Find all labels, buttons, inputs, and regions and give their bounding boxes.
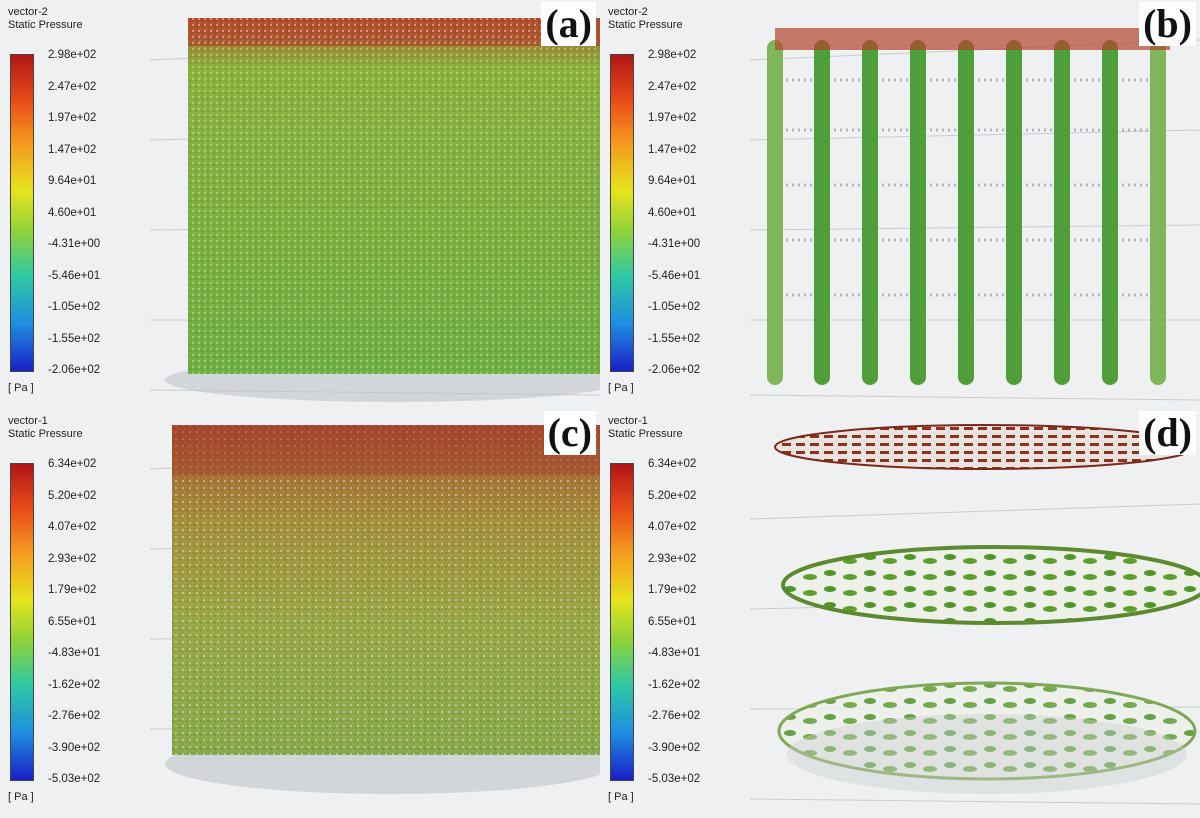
flow-column bbox=[767, 40, 783, 385]
flow-columns bbox=[767, 40, 1166, 385]
legend-tick: 5.20e+02 bbox=[48, 489, 97, 502]
panel-a: vector-2 Static Pressure 2.98e+02 2.47e+… bbox=[0, 0, 600, 409]
legend-tick: 2.47e+02 bbox=[48, 80, 97, 93]
legend-title: vector-1 bbox=[8, 415, 48, 427]
flow-column bbox=[862, 40, 878, 385]
colorbar-legend: vector-2 Static Pressure 2.98e+02 2.47e+… bbox=[608, 6, 758, 406]
legend-tick: -1.55e+02 bbox=[48, 332, 101, 345]
legend-tick: 1.97e+02 bbox=[48, 112, 97, 124]
legend-tick: 6.34e+02 bbox=[648, 458, 697, 470]
legend-tick: -4.31e+00 bbox=[48, 238, 101, 250]
flow-column bbox=[1054, 40, 1070, 385]
bottom-disc bbox=[777, 681, 1197, 781]
legend-tick: -3.90e+02 bbox=[48, 741, 101, 754]
legend-tick: 4.60e+01 bbox=[648, 206, 697, 219]
legend-tick: -4.31e+00 bbox=[648, 238, 701, 250]
flow-column bbox=[1102, 40, 1118, 385]
legend-tick: -5.03e+02 bbox=[648, 773, 701, 785]
legend-tick: 9.64e+01 bbox=[648, 175, 697, 187]
legend-tick: 6.55e+01 bbox=[648, 615, 697, 628]
legend-title: vector-2 bbox=[608, 6, 648, 18]
legend-tick: 2.98e+02 bbox=[648, 49, 697, 61]
columns-flow-scene bbox=[749, 28, 1200, 401]
flow-column bbox=[1150, 40, 1166, 385]
legend-tick: -1.05e+02 bbox=[48, 301, 101, 313]
colorbar-legend: vector-1 Static Pressure 6.34e+02 5.20e+… bbox=[8, 415, 158, 815]
color-scale-bar bbox=[610, 463, 634, 781]
legend-tick: 1.79e+02 bbox=[648, 584, 697, 596]
flow-column bbox=[958, 40, 974, 385]
legend-tick: -1.55e+02 bbox=[648, 332, 701, 345]
legend-tick: -2.06e+02 bbox=[48, 364, 101, 376]
legend-tick: 1.47e+02 bbox=[48, 143, 97, 156]
legend-tick: 1.79e+02 bbox=[48, 584, 97, 596]
panel-b: vector-2 Static Pressure 2.98e+02 2.47e+… bbox=[600, 0, 1200, 409]
legend-tick: 2.98e+02 bbox=[48, 49, 97, 61]
legend-tick: -2.06e+02 bbox=[648, 364, 701, 376]
legend-tick: 9.64e+01 bbox=[48, 175, 97, 187]
legend-tick: -2.76e+02 bbox=[648, 710, 701, 722]
legend-tick: 4.60e+01 bbox=[48, 206, 97, 219]
legend-tick: -4.83e+01 bbox=[648, 647, 701, 659]
colorbar-legend: vector-2 Static Pressure 2.98e+02 2.47e+… bbox=[8, 6, 158, 406]
legend-quantity: Static Pressure bbox=[608, 19, 683, 31]
panel-label: (b) bbox=[1139, 2, 1196, 46]
cylinder-flow-scene bbox=[149, 425, 600, 794]
cylinder-flow-scene bbox=[149, 18, 600, 402]
legend-tick: 1.47e+02 bbox=[648, 143, 697, 156]
legend-tick: -3.90e+02 bbox=[648, 741, 701, 754]
color-scale-bar bbox=[10, 54, 34, 372]
panel-c: vector-1 Static Pressure 6.34e+02 5.20e+… bbox=[0, 409, 600, 818]
top-disc bbox=[774, 424, 1196, 470]
legend-tick: 6.55e+01 bbox=[48, 615, 97, 628]
panel-label: (d) bbox=[1139, 411, 1196, 455]
legend-unit: [ Pa ] bbox=[8, 791, 34, 803]
legend-tick: -2.76e+02 bbox=[48, 710, 101, 722]
legend-tick: 6.34e+02 bbox=[48, 458, 97, 470]
legend-tick: 4.07e+02 bbox=[648, 521, 697, 533]
flow-column bbox=[814, 40, 830, 385]
colorbar-legend: vector-1 Static Pressure 6.34e+02 5.20e+… bbox=[608, 415, 758, 815]
legend-tick: -5.46e+01 bbox=[48, 269, 101, 282]
legend-tick: 2.93e+02 bbox=[48, 552, 97, 565]
legend-tick: 2.93e+02 bbox=[648, 552, 697, 565]
color-scale-bar bbox=[610, 54, 634, 372]
legend-tick: -5.03e+02 bbox=[48, 773, 101, 785]
flow-column bbox=[1006, 40, 1022, 385]
legend-tick: 2.47e+02 bbox=[648, 80, 697, 93]
flow-column bbox=[910, 40, 926, 385]
legend-tick: 5.20e+02 bbox=[648, 489, 697, 502]
panel-d: vector-1 Static Pressure 6.34e+02 5.20e+… bbox=[600, 409, 1200, 818]
legend-tick: 1.97e+02 bbox=[648, 112, 697, 124]
panel-label: (c) bbox=[543, 411, 596, 455]
legend-tick: -1.05e+02 bbox=[648, 301, 701, 313]
legend-unit: [ Pa ] bbox=[8, 382, 34, 394]
legend-quantity: Static Pressure bbox=[608, 428, 683, 440]
discs-flow-scene bbox=[749, 424, 1200, 805]
legend-tick: -5.46e+01 bbox=[648, 269, 701, 282]
legend-title: vector-1 bbox=[608, 415, 648, 427]
legend-quantity: Static Pressure bbox=[8, 19, 83, 31]
legend-unit: [ Pa ] bbox=[608, 791, 634, 803]
legend-unit: [ Pa ] bbox=[608, 382, 634, 394]
legend-tick: 4.07e+02 bbox=[48, 521, 97, 533]
legend-tick: -1.62e+02 bbox=[48, 678, 101, 691]
middle-disc bbox=[781, 545, 1200, 625]
legend-tick: -1.62e+02 bbox=[648, 678, 701, 691]
panel-label: (a) bbox=[541, 2, 596, 46]
legend-title: vector-2 bbox=[8, 6, 48, 18]
legend-quantity: Static Pressure bbox=[8, 428, 83, 440]
color-scale-bar bbox=[10, 463, 34, 781]
legend-tick: -4.83e+01 bbox=[48, 647, 101, 659]
